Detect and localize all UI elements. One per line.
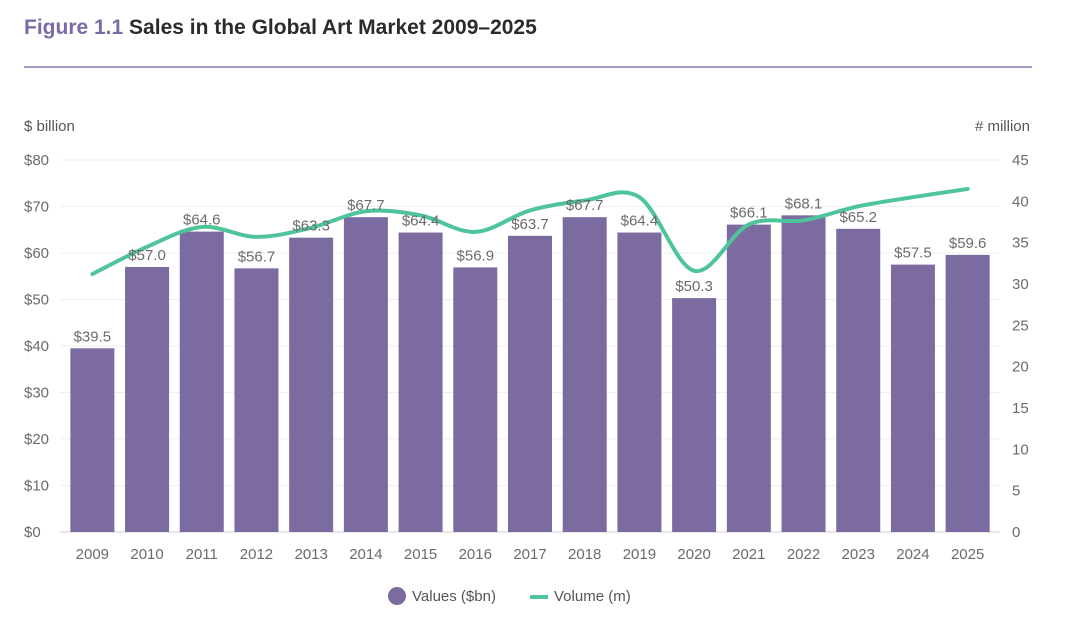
x-tick-label: 2025 <box>951 546 984 563</box>
right-tick-label: 20 <box>1012 359 1029 376</box>
bar-2024 <box>890 264 935 532</box>
bar-2015 <box>398 232 443 533</box>
x-tick-label: 2013 <box>294 546 327 563</box>
right-axis-title: # million <box>975 118 1030 135</box>
bar-2018 <box>562 217 607 532</box>
x-tick-label: 2012 <box>240 546 273 563</box>
data-label: $68.1 <box>785 195 823 212</box>
right-tick-label: 15 <box>1012 400 1029 417</box>
left-tick-label: $70 <box>24 199 49 216</box>
right-tick-label: 0 <box>1012 524 1020 541</box>
data-label: $66.1 <box>730 205 768 222</box>
right-tick-label: 5 <box>1012 483 1020 500</box>
data-label: $39.5 <box>74 328 112 345</box>
left-tick-label: $50 <box>24 292 49 309</box>
bar-2025 <box>945 254 990 533</box>
right-tick-label: 25 <box>1012 317 1029 334</box>
right-tick-label: 10 <box>1012 441 1029 458</box>
x-tick-label: 2021 <box>732 546 765 563</box>
data-label: $67.7 <box>566 197 604 214</box>
data-label: $57.5 <box>894 245 932 262</box>
data-label: $50.3 <box>675 278 713 295</box>
left-tick-label: $30 <box>24 385 49 402</box>
x-tick-label: 2016 <box>459 546 492 563</box>
data-label: $67.7 <box>347 197 385 214</box>
x-tick-label: 2011 <box>186 546 218 563</box>
data-label: $63.3 <box>292 218 330 235</box>
x-tick-label: 2014 <box>349 546 382 563</box>
left-axis-title: $ billion <box>24 118 75 135</box>
bar-2014 <box>343 217 388 532</box>
x-tick-label: 2017 <box>513 546 546 563</box>
left-tick-label: $40 <box>24 338 49 355</box>
x-tick-label: 2024 <box>896 546 929 563</box>
bar-2010 <box>125 266 170 532</box>
chart-title: Figure 1.1 Sales in the Global Art Marke… <box>24 16 537 40</box>
left-tick-label: $10 <box>24 478 49 495</box>
data-label: $56.7 <box>238 248 276 265</box>
left-tick-label: $20 <box>24 431 49 448</box>
legend-values-label: Values ($bn) <box>412 588 496 605</box>
data-label: $63.7 <box>511 216 549 233</box>
x-tick-label: 2022 <box>787 546 820 563</box>
data-label: $64.4 <box>621 213 659 230</box>
right-tick-label: 30 <box>1012 276 1029 293</box>
bar-2022 <box>781 215 826 532</box>
left-tick-label: $80 <box>24 152 49 169</box>
data-label: $59.6 <box>949 235 987 252</box>
x-tick-label: 2018 <box>568 546 601 563</box>
figure-number: Figure 1.1 <box>24 16 124 39</box>
data-label: $57.0 <box>128 247 166 264</box>
data-label: $56.9 <box>457 247 495 264</box>
legend: Values ($bn) Volume (m) <box>388 587 631 605</box>
bar-2011 <box>179 231 224 533</box>
legend-values-marker <box>388 587 406 605</box>
legend-volume-label: Volume (m) <box>554 588 631 605</box>
bar-2017 <box>508 235 552 533</box>
data-label: $64.6 <box>183 212 221 229</box>
bar-2019 <box>617 232 662 533</box>
x-tick-label: 2009 <box>76 546 109 563</box>
right-tick-label: 35 <box>1012 235 1029 252</box>
left-tick-label: $0 <box>24 524 41 541</box>
bar-2023 <box>836 228 881 532</box>
bar-2012 <box>234 268 279 532</box>
bar-2009 <box>70 348 115 532</box>
data-label: $64.4 <box>402 213 440 230</box>
title-text: Sales in the Global Art Market 2009–2025 <box>129 16 537 39</box>
data-label: $65.2 <box>839 209 877 226</box>
x-tick-label: 2023 <box>842 546 875 563</box>
x-tick-label: 2020 <box>677 546 710 563</box>
x-tick-label: 2010 <box>130 546 163 563</box>
title-divider <box>24 66 1032 68</box>
bar-2016 <box>453 267 498 532</box>
left-tick-label: $60 <box>24 245 49 262</box>
bar-2020 <box>672 298 717 532</box>
right-tick-label: 45 <box>1012 152 1029 169</box>
bar-2013 <box>289 237 334 532</box>
bar-2021 <box>726 224 771 532</box>
volume-line <box>90 186 970 277</box>
x-tick-label: 2015 <box>404 546 437 563</box>
right-tick-label: 40 <box>1012 193 1029 210</box>
x-tick-label: 2019 <box>623 546 656 563</box>
